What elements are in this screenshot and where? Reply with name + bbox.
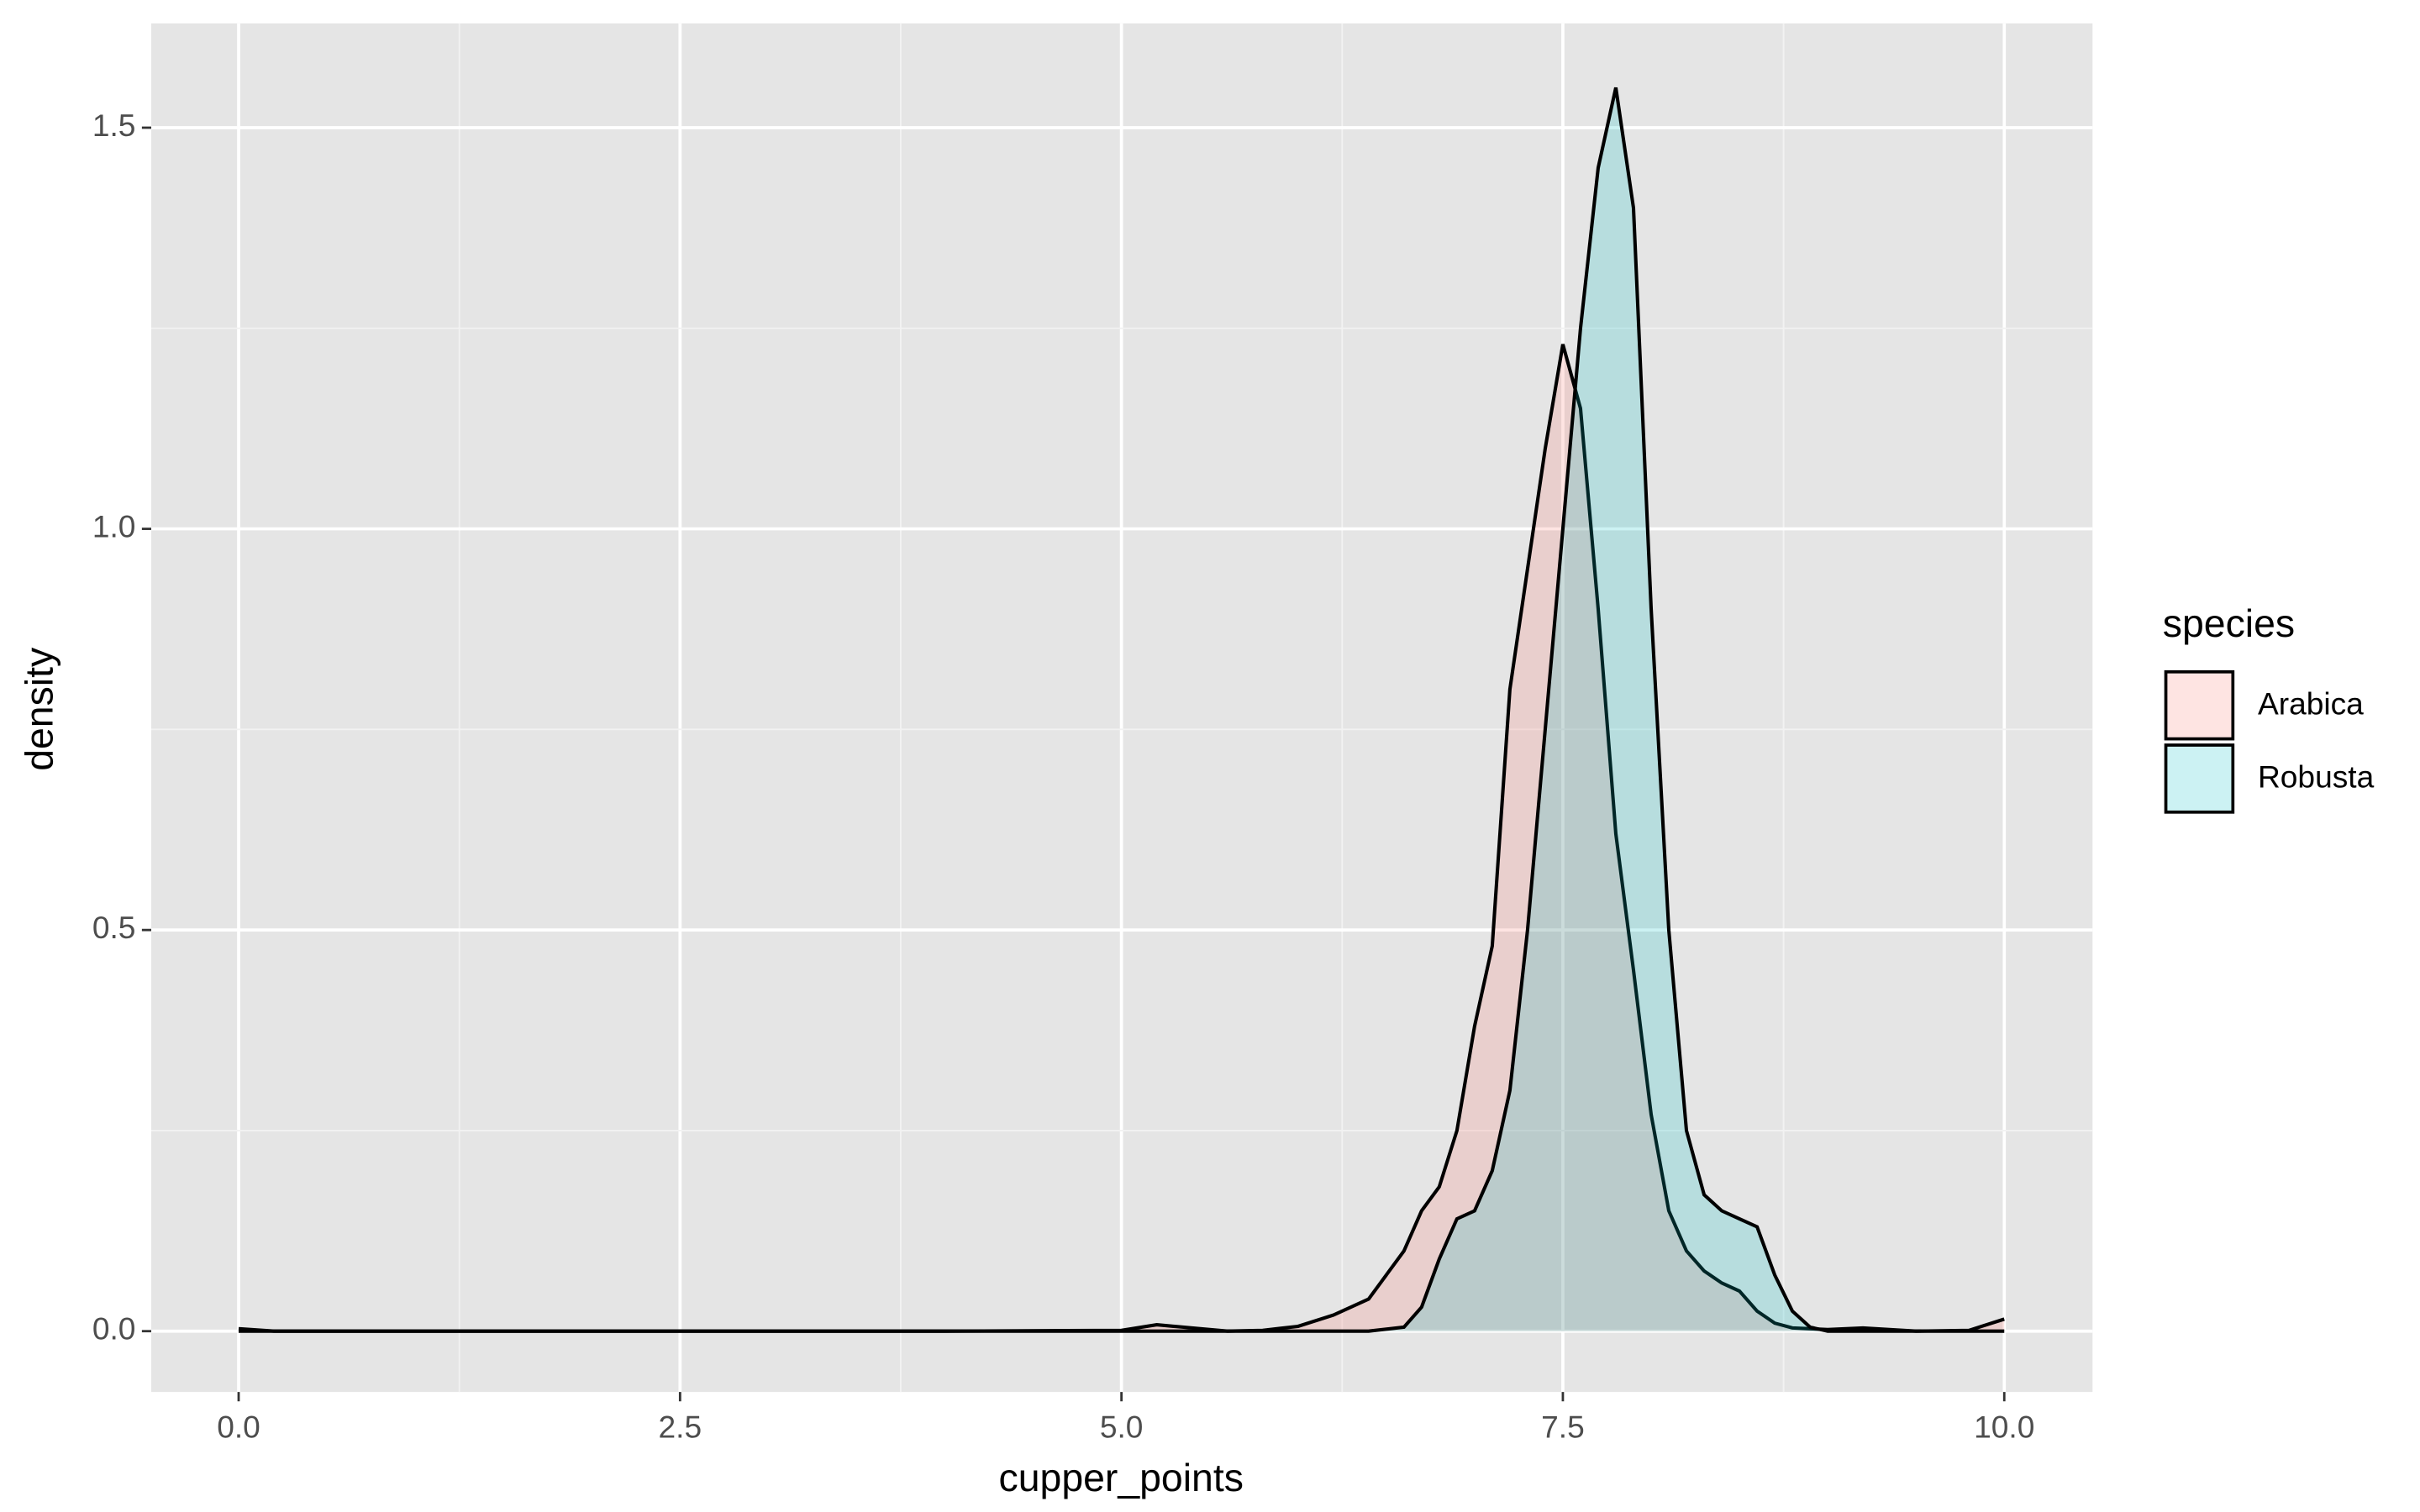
axes: 0.0 2.5 5.0 7.5 10.0 0.0 0.5 1.0 1.5 [92, 108, 2035, 1445]
legend-key [2164, 743, 2235, 814]
legend-label: Robusta [2258, 759, 2375, 795]
legend-title: species [2163, 601, 2295, 645]
legend-key-bg [2165, 671, 2233, 739]
y-tick-label: 0.5 [92, 910, 136, 945]
legend-key [2164, 669, 2235, 741]
x-tick-label: 2.5 [659, 1409, 702, 1444]
y-tick-label: 1.0 [92, 508, 136, 543]
x-tick-label: 7.5 [1541, 1409, 1585, 1444]
grid [151, 23, 2093, 1393]
y-axis-title: density [17, 647, 60, 771]
density-area [239, 87, 2005, 1331]
legend: species Arabica Robusta [2163, 601, 2375, 814]
y-tick-label: 0.0 [92, 1311, 136, 1347]
legend-key-bg [2165, 745, 2233, 812]
y-tick-label: 1.5 [92, 108, 136, 143]
x-axis-title: cupper_points [999, 1456, 1244, 1499]
x-tick-label: 0.0 [217, 1409, 260, 1444]
density-line [239, 87, 2005, 1333]
density-area [239, 344, 2005, 1331]
x-tick-label: 10.0 [1974, 1409, 2034, 1444]
density-line [238, 344, 2005, 1333]
legend-label: Arabica [2258, 685, 2364, 721]
marks [238, 87, 2005, 1333]
x-tick-label: 5.0 [1100, 1409, 1144, 1444]
